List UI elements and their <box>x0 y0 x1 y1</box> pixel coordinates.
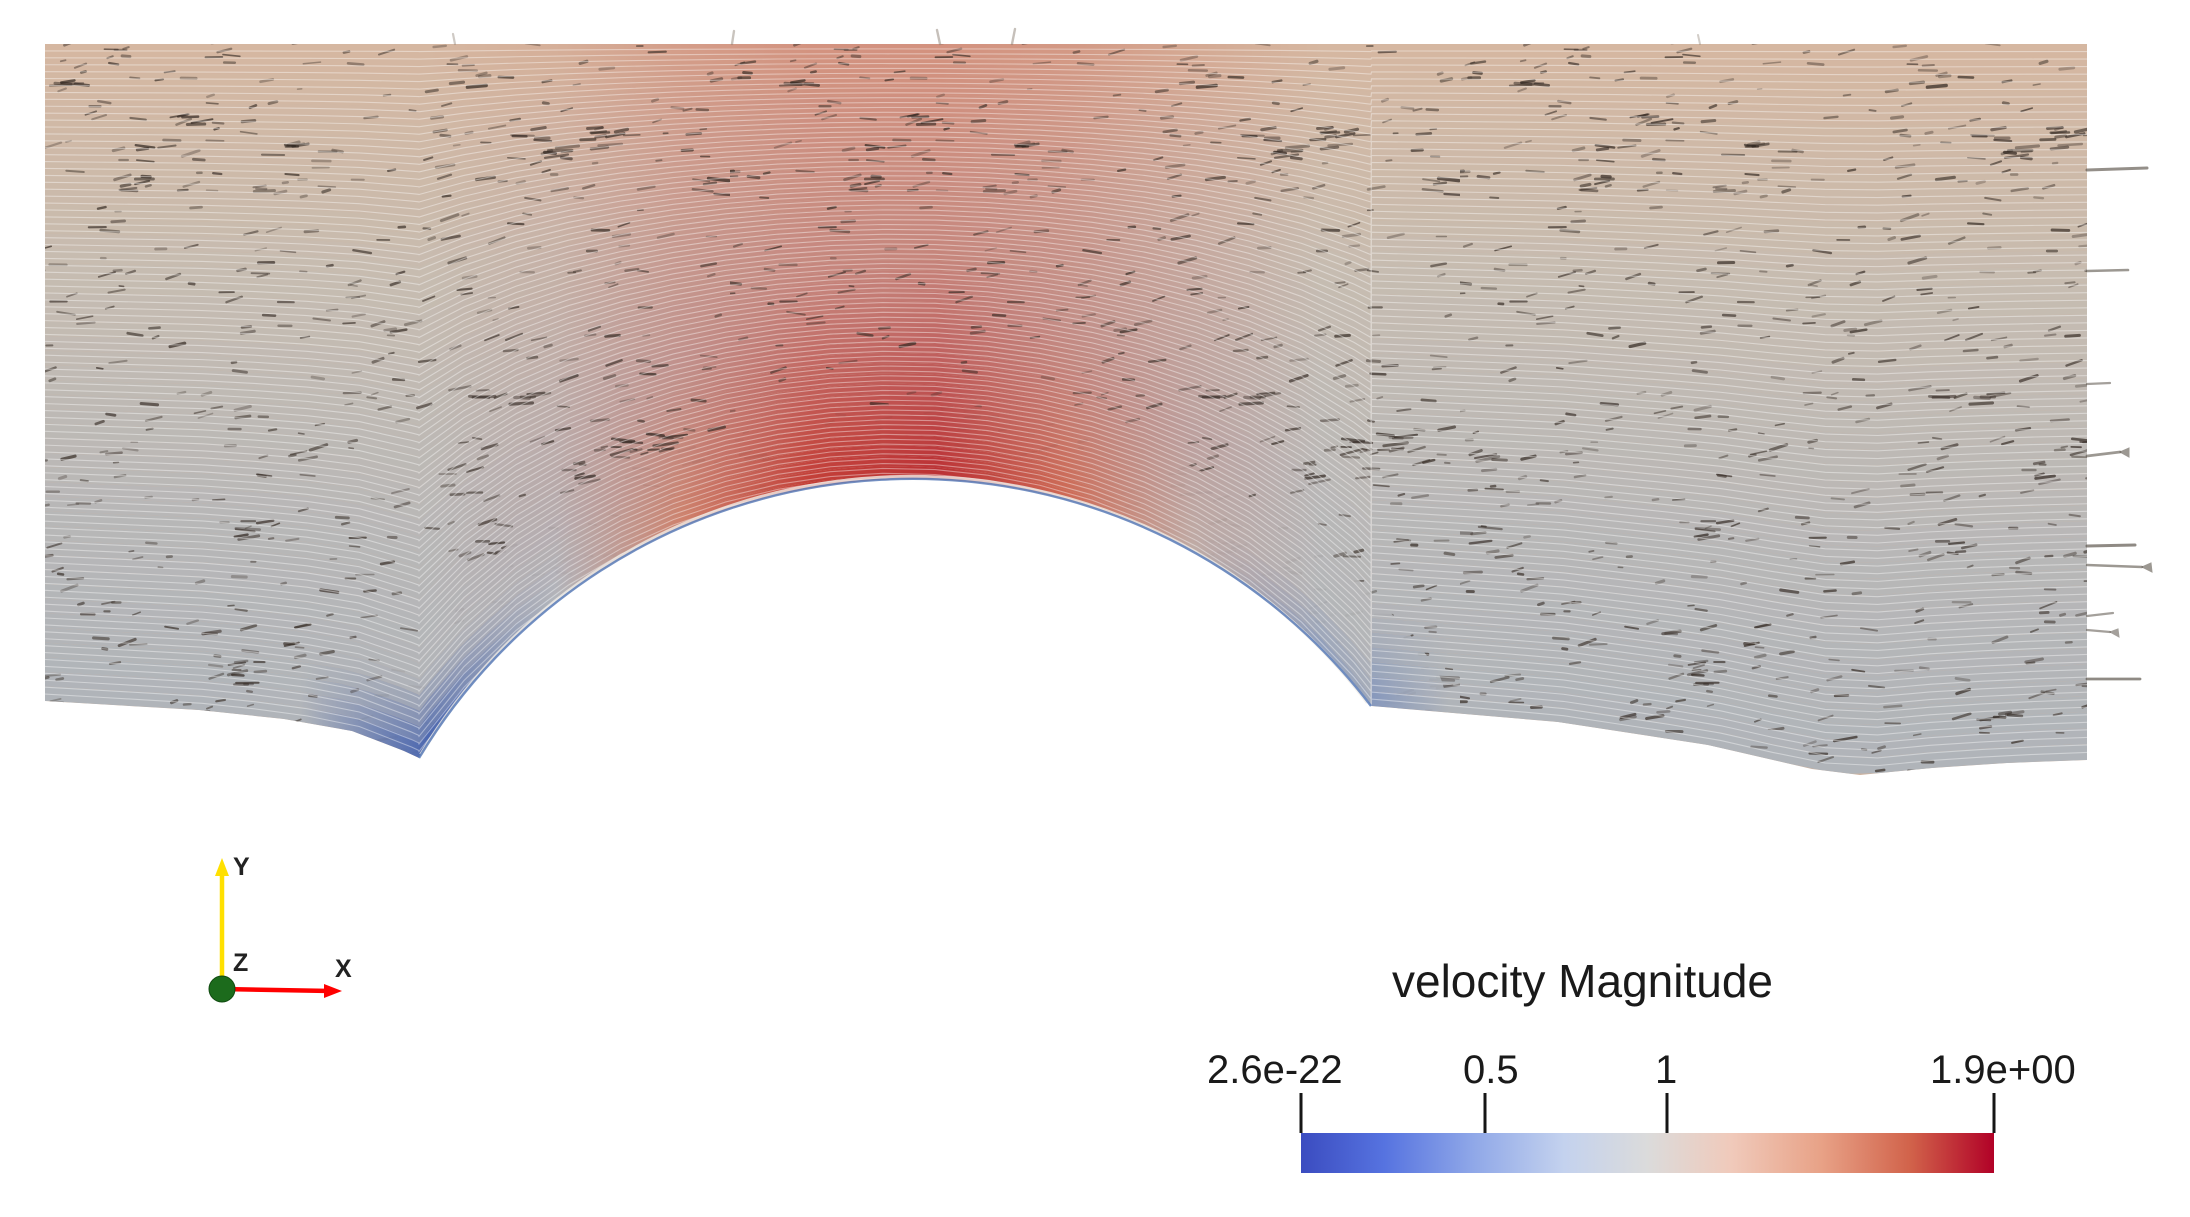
svg-text:2.6e-22: 2.6e-22 <box>1207 1048 1343 1092</box>
svg-text:velocity Magnitude: velocity Magnitude <box>1392 955 1773 1007</box>
svg-text:1.9e+00: 1.9e+00 <box>1930 1048 2076 1092</box>
svg-text:Z: Z <box>233 949 248 977</box>
svg-text:1: 1 <box>1655 1048 1677 1092</box>
svg-text:X: X <box>335 955 352 983</box>
svg-text:0.5: 0.5 <box>1463 1048 1519 1092</box>
svg-text:Y: Y <box>233 853 250 881</box>
